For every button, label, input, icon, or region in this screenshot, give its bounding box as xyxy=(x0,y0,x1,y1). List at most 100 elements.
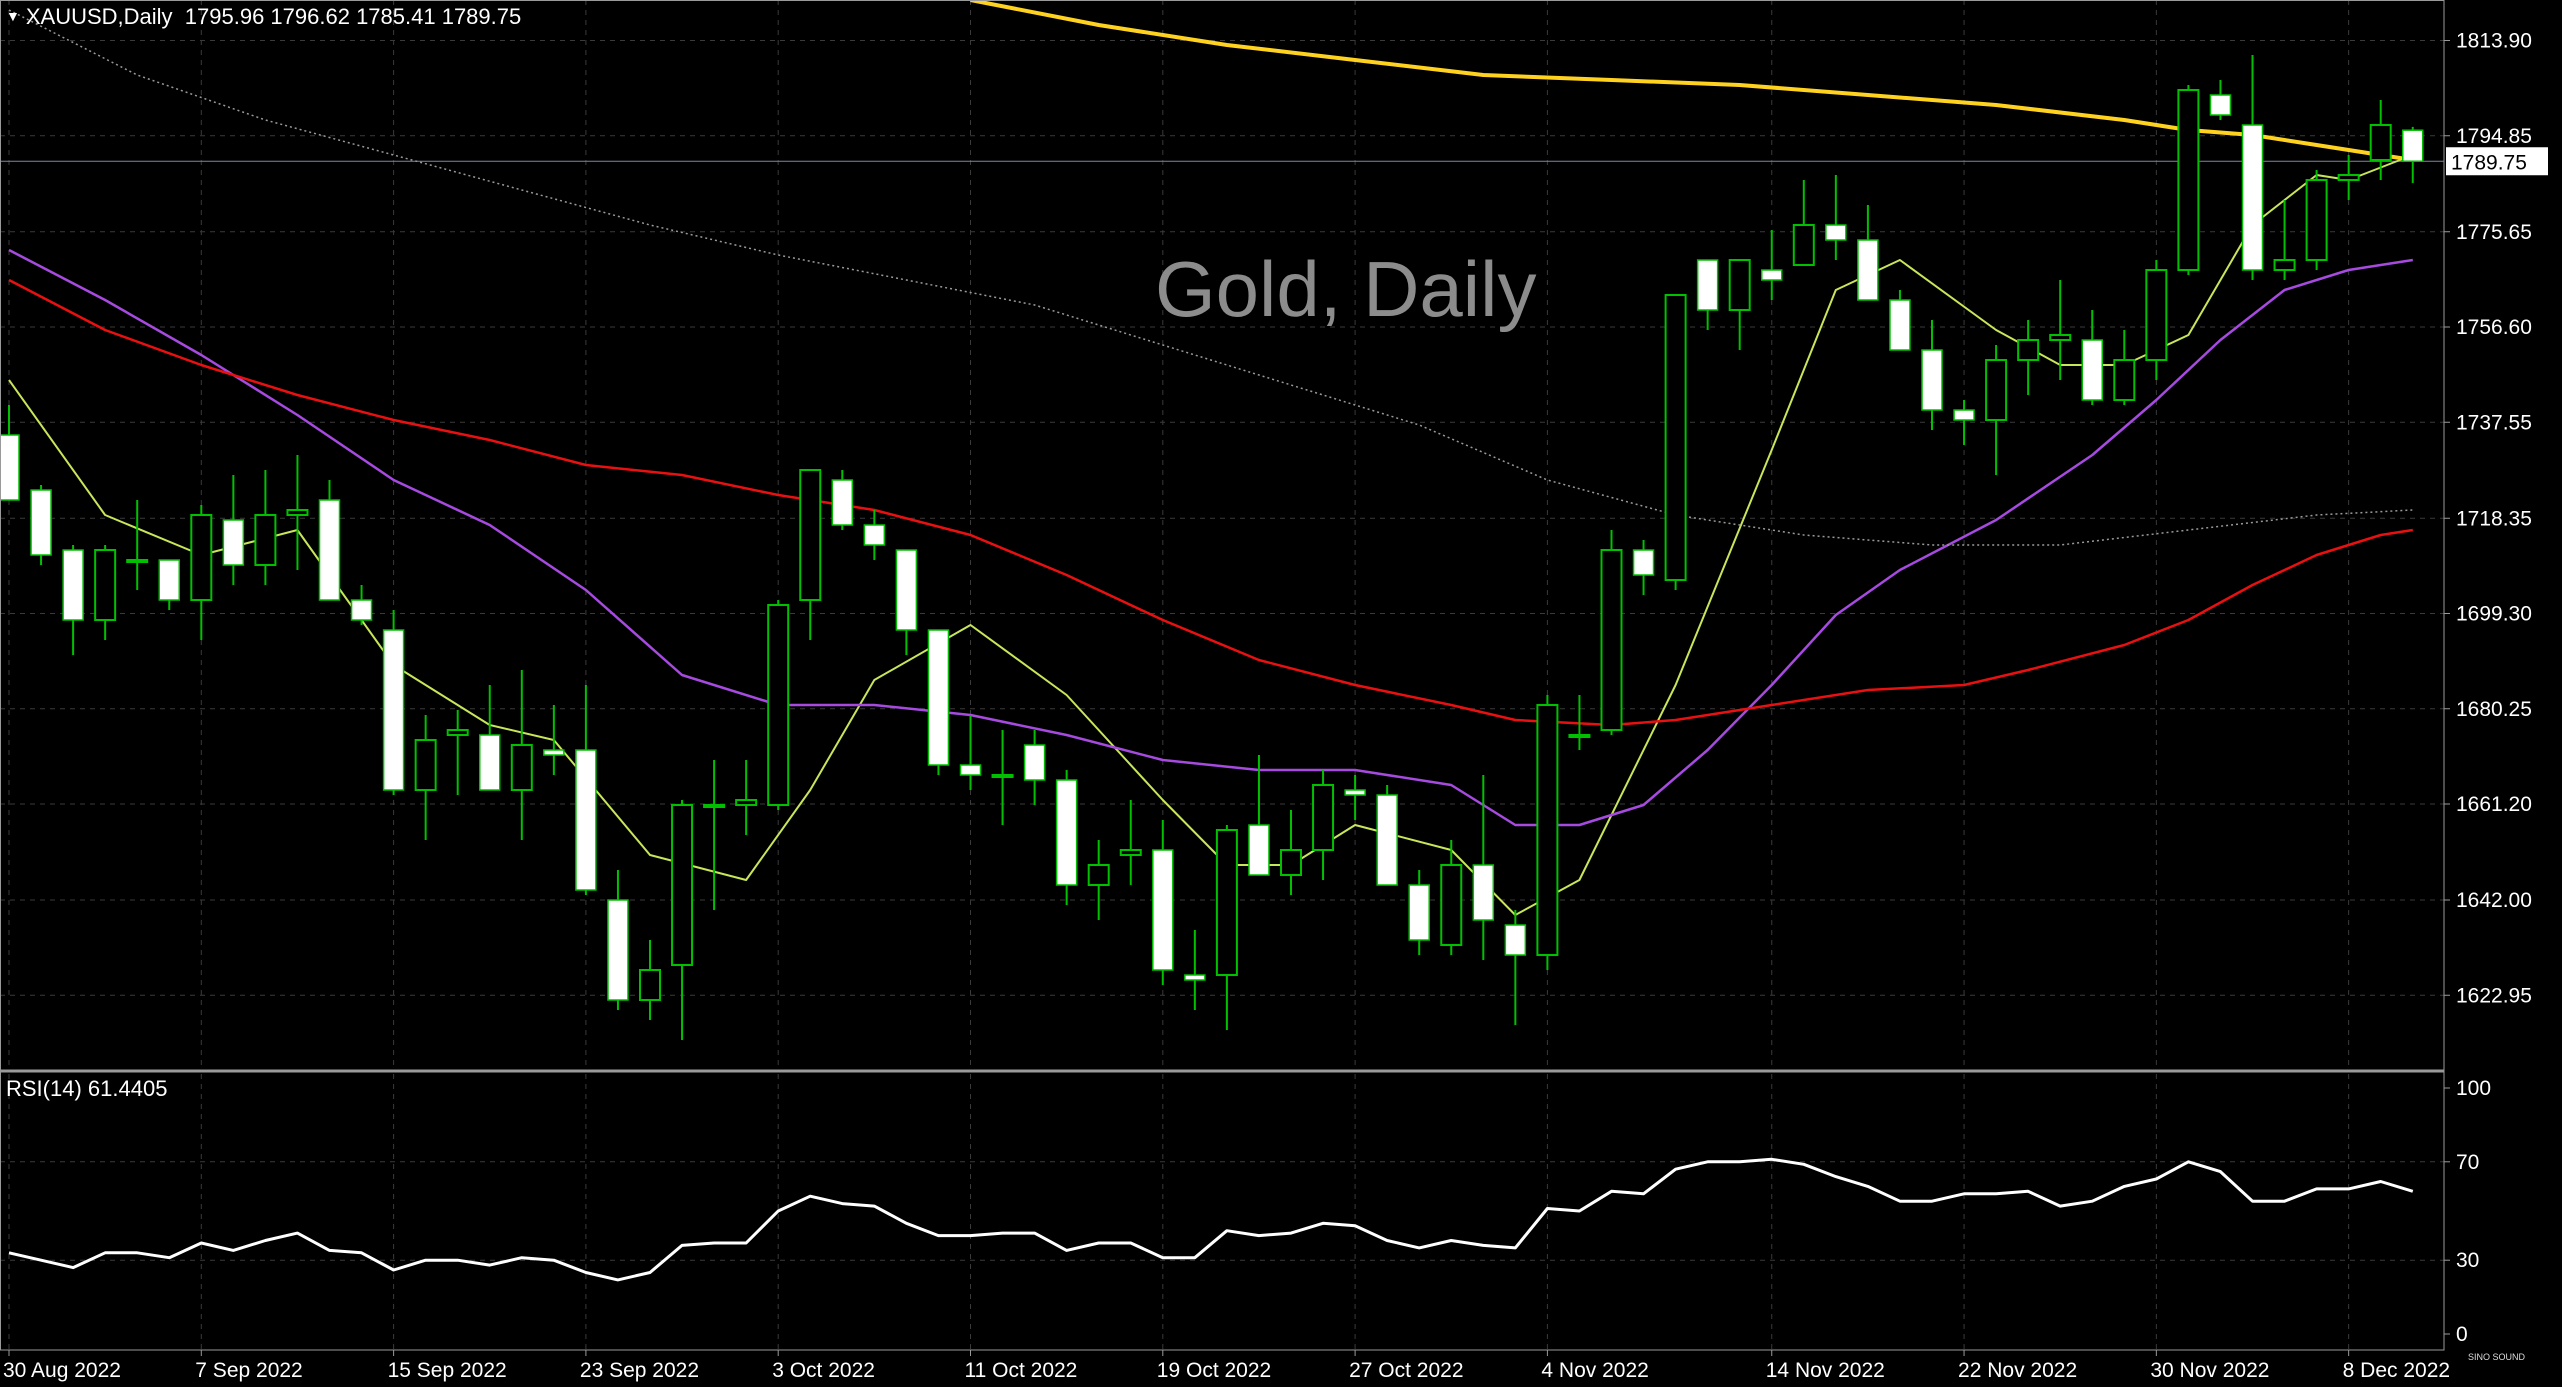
candle-body xyxy=(767,604,790,806)
price-tick-label: 1775.65 xyxy=(2456,221,2532,244)
moving-averages xyxy=(8,0,2414,916)
candle-body xyxy=(1857,239,1879,301)
candle-body xyxy=(2177,89,2200,271)
candle-body xyxy=(1312,784,1335,851)
date-tick-label: 30 Nov 2022 xyxy=(2150,1359,2269,1382)
price-tick-label: 1794.85 xyxy=(2456,125,2532,148)
candle-body xyxy=(959,764,982,776)
price-tick-label: 1813.90 xyxy=(2456,30,2532,53)
candle-body xyxy=(1536,704,1559,956)
candle-body xyxy=(2049,334,2072,341)
ohlc-readout: 1795.96 1796.62 1785.41 1789.75 xyxy=(184,4,522,29)
price-tick-label: 1718.35 xyxy=(2456,507,2532,530)
moving-average-line xyxy=(8,9,2413,546)
candle-body xyxy=(286,509,309,516)
candle-body xyxy=(1889,299,1911,351)
date-tick-label: 14 Nov 2022 xyxy=(1766,1359,1885,1382)
chart-header: ▼ XAUUSD,Daily 1795.96 1796.62 1785.41 17… xyxy=(6,4,521,30)
rsi-tick-label: 0 xyxy=(2456,1323,2468,1346)
candle-body xyxy=(414,739,437,791)
candle-body xyxy=(1664,294,1687,581)
candle-body xyxy=(1087,864,1110,886)
candle-body xyxy=(863,524,886,546)
rsi-tick-label: 30 xyxy=(2456,1249,2479,1272)
candle-body xyxy=(2081,339,2103,401)
dropdown-triangle-icon[interactable]: ▼ xyxy=(6,8,20,24)
candle-body xyxy=(735,799,758,806)
chart-grid xyxy=(0,0,2444,1350)
date-tick-label: 23 Sep 2022 xyxy=(580,1359,699,1382)
candle-body xyxy=(446,729,469,736)
date-tick-label: 11 Oct 2022 xyxy=(965,1359,1078,1382)
price-tick-label: 1622.95 xyxy=(2456,984,2532,1007)
candle-body xyxy=(1119,849,1142,856)
rsi-series-line xyxy=(8,1157,2414,1282)
candle-body xyxy=(30,489,52,556)
candle-body xyxy=(1792,224,1815,266)
candle-body xyxy=(2337,174,2360,181)
candle-body xyxy=(2273,259,2296,271)
candle-body xyxy=(831,479,854,526)
candle-body xyxy=(639,969,661,1001)
date-axis: 30 Aug 2022 7 Sep 2022 15 Sep 2022 23 Sep 2… xyxy=(3,1350,2450,1382)
candle-body xyxy=(1376,794,1398,886)
price-tick-label: 1756.60 xyxy=(2456,316,2532,339)
date-tick-label: 3 Oct 2022 xyxy=(772,1359,875,1382)
candle-body xyxy=(607,899,629,1001)
candle-body xyxy=(1600,549,1623,731)
candle-body xyxy=(1728,259,1751,311)
candle-body xyxy=(0,434,20,501)
candle-body xyxy=(2241,124,2264,271)
candle-body xyxy=(2402,129,2424,162)
candle-body xyxy=(1248,824,1270,876)
candle-body xyxy=(62,549,84,621)
candle-body xyxy=(575,749,597,891)
candle-body xyxy=(1472,864,1495,921)
candle-body xyxy=(1825,224,1847,241)
rsi-line xyxy=(8,1157,2414,1282)
candle-body xyxy=(703,804,726,808)
candle-body xyxy=(190,514,213,601)
candle-body xyxy=(1344,789,1366,796)
candle-body xyxy=(1215,829,1238,976)
candle-body xyxy=(2305,179,2328,261)
candle-body xyxy=(318,499,341,601)
moving-average-line xyxy=(8,248,2413,827)
candle-body xyxy=(350,599,373,621)
candle-body xyxy=(1440,864,1463,946)
candle-body xyxy=(543,749,565,756)
candle-body xyxy=(158,559,180,601)
date-tick-label: 7 Sep 2022 xyxy=(195,1359,302,1382)
price-tick-label: 1737.55 xyxy=(2456,411,2532,434)
candle-body xyxy=(1055,779,1078,886)
broker-logo: SINO SOUND xyxy=(2468,1352,2526,1362)
price-tick-label: 1699.30 xyxy=(2456,603,2532,626)
candle-body xyxy=(1632,549,1655,576)
candle-body xyxy=(2017,339,2040,361)
candle-body xyxy=(126,559,149,563)
symbol-label: XAUUSD,Daily xyxy=(25,4,173,29)
candle-body xyxy=(799,469,822,601)
date-tick-label: 4 Nov 2022 xyxy=(1541,1359,1648,1382)
candle-body xyxy=(94,549,117,621)
rsi-tick-label: 70 xyxy=(2456,1151,2479,1174)
candle-body xyxy=(671,804,694,966)
price-tick-label: 1661.20 xyxy=(2456,793,2532,816)
candle-body xyxy=(2369,124,2392,161)
candle-body xyxy=(1152,849,1174,971)
price-axis: 1813.90 1794.85 1775.65 1756.60 1737.55 1718.… xyxy=(2444,30,2548,1346)
candle-body xyxy=(510,744,533,791)
candle-body xyxy=(1568,734,1591,738)
candle-body xyxy=(1504,924,1527,956)
candle-body xyxy=(1184,974,1206,981)
current-price-label: 1789.75 xyxy=(2451,151,2527,174)
candle-body xyxy=(1696,259,1719,311)
candle-body xyxy=(254,514,277,566)
date-tick-label: 8 Dec 2022 xyxy=(2343,1359,2450,1382)
candle-body xyxy=(1761,269,1783,281)
candle-body xyxy=(1280,849,1302,876)
date-tick-label: 15 Sep 2022 xyxy=(388,1359,507,1382)
candle-body xyxy=(2113,359,2136,401)
rsi-label: RSI(14) 61.4405 xyxy=(6,1076,168,1101)
